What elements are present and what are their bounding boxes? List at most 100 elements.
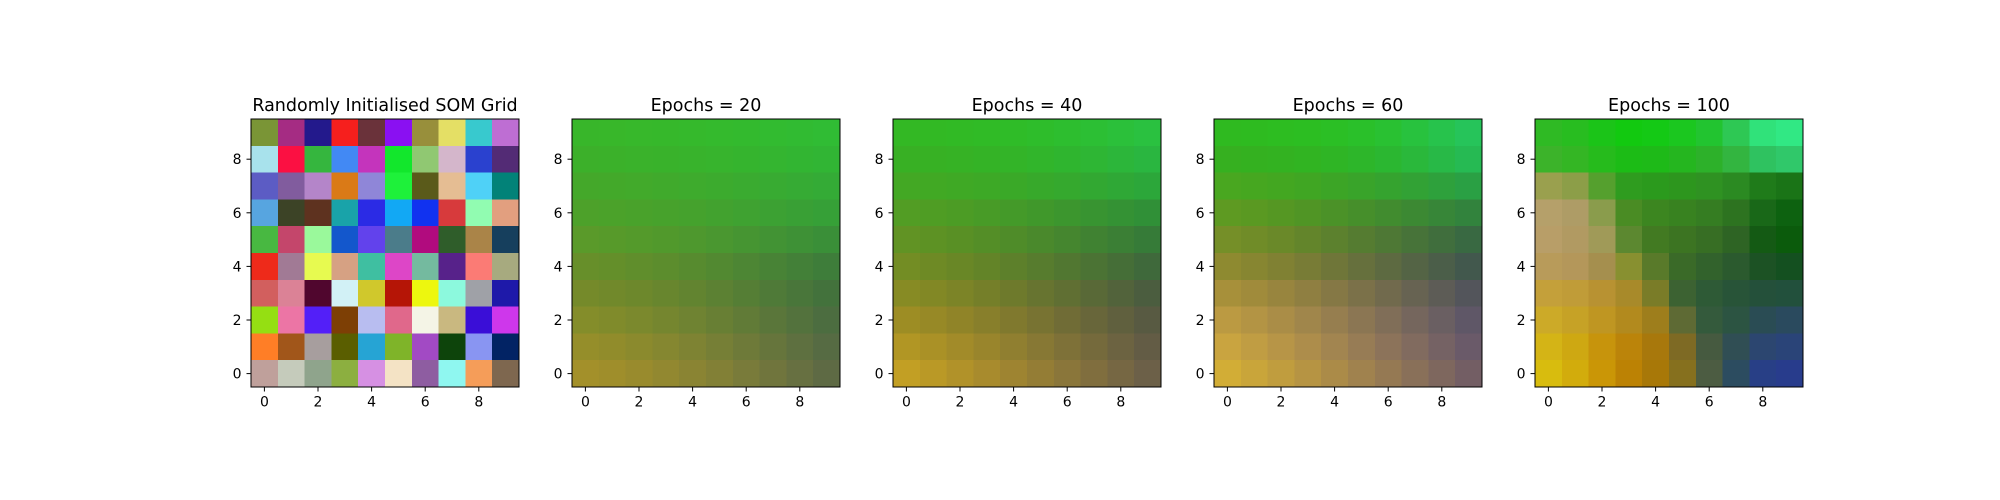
heatmap-cell: [1348, 306, 1376, 334]
heatmap-cell: [1695, 145, 1724, 174]
heatmap-cell: [1027, 172, 1055, 200]
heatmap-cell: [411, 360, 440, 388]
heatmap-cell: [919, 172, 948, 200]
heatmap-cell: [385, 253, 413, 281]
heatmap-cell: [1588, 306, 1616, 334]
heatmap-cell: [652, 306, 680, 334]
x-tick-label: 2: [635, 395, 644, 411]
heatmap-cell: [1027, 145, 1055, 174]
x-tick-label: 8: [1116, 395, 1125, 411]
heatmap-cell: [277, 226, 306, 254]
heatmap-cell: [1348, 333, 1376, 361]
heatmap-cell: [1134, 119, 1162, 147]
heatmap-cell: [813, 226, 841, 254]
heatmap-cell: [1401, 333, 1429, 361]
heatmap-cell: [1615, 119, 1643, 147]
heatmap-cell: [946, 119, 974, 147]
heatmap-cell: [1107, 279, 1135, 308]
heatmap-cell: [411, 119, 440, 147]
heatmap-cell: [331, 333, 359, 361]
heatmap-cell: [1722, 119, 1750, 147]
heatmap-cell: [1455, 333, 1483, 361]
heatmap-cell: [786, 253, 814, 281]
y-tick-label: 8: [875, 152, 884, 168]
heatmap-cell: [1267, 145, 1295, 174]
heatmap-cell: [706, 279, 734, 308]
heatmap-cell: [1374, 145, 1403, 174]
heatmap-cell: [1267, 226, 1295, 254]
heatmap-cell: [1080, 360, 1108, 388]
heatmap-cell: [304, 119, 332, 147]
heatmap-cell: [465, 253, 493, 281]
heatmap-cell: [1776, 279, 1804, 308]
heatmap-cell: [973, 360, 1001, 388]
heatmap-cell: [304, 172, 332, 200]
heatmap-cell: [1080, 172, 1108, 200]
heatmap-cell: [492, 226, 520, 254]
heatmap-cell: [1401, 172, 1429, 200]
y-tick-label: 6: [1196, 206, 1205, 222]
heatmap-cell: [1561, 172, 1590, 200]
heatmap-cell: [786, 145, 814, 174]
heatmap-cell: [1642, 172, 1670, 200]
heatmap-cell: [1053, 145, 1082, 174]
heatmap-cell: [1588, 145, 1616, 174]
heatmap-cell: [1027, 360, 1055, 388]
heatmap-cell: [652, 172, 680, 200]
heatmap-cell: [1294, 226, 1322, 254]
heatmap-cell: [1615, 145, 1643, 174]
heatmap-cell: [893, 119, 921, 147]
panel-title: Epochs = 20: [651, 96, 762, 116]
x-tick-label: 2: [1277, 395, 1286, 411]
heatmap-cell: [1535, 145, 1563, 174]
heatmap-cell: [277, 333, 306, 361]
heatmap-cell: [438, 199, 466, 227]
heatmap-cell: [1588, 253, 1616, 281]
heatmap-cell: [1401, 145, 1429, 174]
heatmap-cell: [1214, 360, 1242, 388]
heatmap-cell: [1776, 172, 1804, 200]
heatmap-cell: [786, 199, 814, 227]
panel-title: Epochs = 60: [1293, 96, 1404, 116]
heatmap-cell: [919, 226, 948, 254]
heatmap-cell: [1428, 333, 1456, 361]
heatmap-cell: [304, 333, 332, 361]
x-tick-label: 0: [260, 395, 269, 411]
heatmap-cell: [732, 253, 761, 281]
heatmap-cell: [1214, 333, 1242, 361]
heatmap-cell: [1642, 279, 1670, 308]
x-tick-label: 2: [314, 395, 323, 411]
heatmap-cell: [1080, 279, 1108, 308]
heatmap-cell: [572, 172, 600, 200]
heatmap-cell: [1080, 199, 1108, 227]
heatmap-cell: [1348, 145, 1376, 174]
heatmap-cell: [1294, 306, 1322, 334]
heatmap-cell: [759, 306, 787, 334]
heatmap-cell: [1455, 119, 1483, 147]
heatmap-cell: [438, 145, 466, 174]
heatmap-cell: [1321, 333, 1349, 361]
heatmap-cell: [1027, 199, 1055, 227]
heatmap-cell: [1267, 360, 1295, 388]
heatmap-cell: [385, 199, 413, 227]
heatmap-cell: [1000, 226, 1028, 254]
heatmap-cell: [1642, 199, 1670, 227]
heatmap-cell: [572, 279, 600, 308]
heatmap-cell: [1722, 360, 1750, 388]
heatmap-cell: [1134, 199, 1162, 227]
y-tick-label: 4: [1196, 259, 1205, 275]
heatmap-cell: [625, 172, 653, 200]
heatmap-cell: [1107, 306, 1135, 334]
heatmap-cell: [1695, 253, 1724, 281]
heatmap-cell: [385, 145, 413, 174]
heatmap-cell: [1669, 333, 1697, 361]
heatmap-cell: [1669, 119, 1697, 147]
heatmap-cell: [679, 253, 707, 281]
heatmap-cell: [1348, 199, 1376, 227]
heatmap-cell: [625, 145, 653, 174]
heatmap-cell: [1000, 360, 1028, 388]
heatmap-cell: [625, 226, 653, 254]
heatmap-cell: [1027, 253, 1055, 281]
heatmap-cell: [1053, 253, 1082, 281]
heatmap-cell: [1267, 172, 1295, 200]
